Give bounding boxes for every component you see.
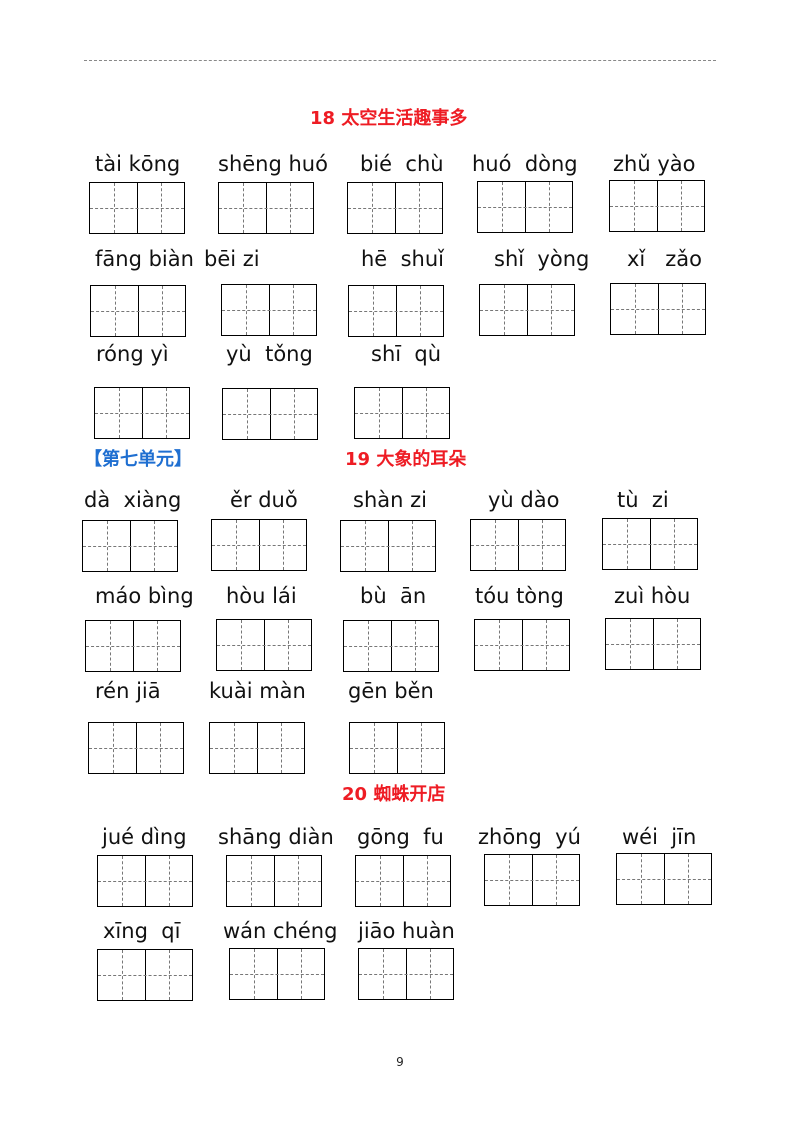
- top-rule: [84, 60, 716, 61]
- writing-box[interactable]: [484, 854, 580, 906]
- writing-box[interactable]: [602, 518, 698, 570]
- writing-box[interactable]: [221, 284, 317, 336]
- pinyin-word: tóu tòng: [475, 584, 564, 608]
- pinyin-word: fāng biàn: [95, 247, 194, 271]
- pinyin-word: jiāo huàn: [358, 919, 455, 943]
- writing-box[interactable]: [479, 284, 575, 336]
- writing-box[interactable]: [97, 855, 193, 907]
- pinyin-word: kuài màn: [209, 679, 306, 703]
- pinyin-word: bù ān: [360, 584, 427, 608]
- pinyin-word: bēi zi: [204, 247, 260, 271]
- pinyin-word: xīng qī: [103, 919, 181, 943]
- pinyin-word: rén jiā: [95, 679, 161, 703]
- writing-box[interactable]: [477, 181, 573, 233]
- writing-box[interactable]: [340, 520, 436, 572]
- writing-box[interactable]: [347, 182, 443, 234]
- writing-box[interactable]: [470, 519, 566, 571]
- writing-box[interactable]: [349, 722, 445, 774]
- lesson-19-title: 19 大象的耳朵: [345, 449, 467, 470]
- pinyin-word: shàn zi: [353, 488, 427, 512]
- writing-box[interactable]: [343, 620, 439, 672]
- writing-box[interactable]: [348, 285, 444, 337]
- writing-box[interactable]: [94, 387, 190, 439]
- pinyin-word: shī qù: [371, 342, 442, 366]
- pinyin-word: gēn běn: [348, 679, 434, 703]
- pinyin-word: wéi jīn: [622, 825, 697, 849]
- writing-box[interactable]: [209, 722, 305, 774]
- pinyin-word: hē shuǐ: [361, 247, 444, 271]
- writing-box[interactable]: [222, 388, 318, 440]
- page-number: 9: [396, 1055, 404, 1069]
- writing-box[interactable]: [616, 853, 712, 905]
- writing-box[interactable]: [229, 948, 325, 1000]
- pinyin-word: xǐ zǎo: [627, 247, 703, 271]
- writing-box[interactable]: [355, 855, 451, 907]
- writing-box[interactable]: [358, 948, 454, 1000]
- writing-box[interactable]: [97, 949, 193, 1001]
- pinyin-word: bié chù: [360, 152, 444, 176]
- pinyin-word: ěr duǒ: [230, 488, 298, 512]
- writing-box[interactable]: [85, 620, 181, 672]
- pinyin-word: huó dòng: [472, 152, 578, 176]
- writing-box[interactable]: [82, 520, 178, 572]
- writing-box[interactable]: [88, 722, 184, 774]
- pinyin-word: shāng diàn: [218, 825, 334, 849]
- writing-box[interactable]: [605, 618, 701, 670]
- pinyin-word: zhōng yú: [478, 825, 581, 849]
- pinyin-word: shēng huó: [218, 152, 328, 176]
- pinyin-word: zuì hòu: [614, 584, 691, 608]
- writing-box[interactable]: [354, 387, 450, 439]
- writing-box[interactable]: [610, 283, 706, 335]
- lesson-18-title: 18 太空生活趣事多: [310, 108, 468, 129]
- writing-box[interactable]: [226, 855, 322, 907]
- pinyin-word: tài kōng: [95, 152, 181, 176]
- pinyin-word: róng yì: [96, 342, 169, 366]
- pinyin-word: shǐ yòng: [494, 247, 590, 271]
- pinyin-word: zhǔ yào: [613, 152, 696, 176]
- pinyin-word: tù zi: [617, 488, 669, 512]
- writing-box[interactable]: [218, 182, 314, 234]
- writing-box[interactable]: [216, 619, 312, 671]
- pinyin-word: yù dào: [488, 488, 560, 512]
- writing-box[interactable]: [89, 182, 185, 234]
- pinyin-word: jué dìng: [102, 825, 187, 849]
- unit-label: 【第七单元】: [84, 449, 192, 470]
- pinyin-word: dà xiàng: [84, 488, 182, 512]
- pinyin-word: gōng fu: [357, 825, 444, 849]
- pinyin-word: hòu lái: [226, 584, 297, 608]
- pinyin-word: wán chéng: [223, 919, 338, 943]
- writing-box[interactable]: [474, 619, 570, 671]
- pinyin-word: yù tǒng: [226, 342, 313, 366]
- writing-box[interactable]: [90, 285, 186, 337]
- writing-box[interactable]: [211, 519, 307, 571]
- pinyin-word: máo bìng: [95, 584, 194, 608]
- writing-box[interactable]: [609, 180, 705, 232]
- lesson-20-title: 20 蜘蛛开店: [342, 784, 446, 805]
